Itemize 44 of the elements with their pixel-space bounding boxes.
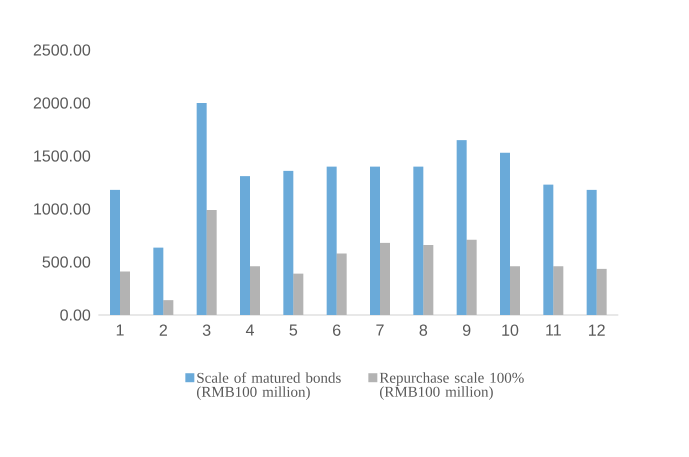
x-tick-label: 1 (116, 324, 124, 336)
bar (586, 190, 597, 315)
bar (163, 300, 174, 315)
x-tick-label: 8 (420, 324, 428, 336)
x-tick-label: 2 (160, 324, 167, 336)
bar (153, 248, 164, 315)
bar (596, 268, 607, 315)
bar (283, 170, 294, 315)
bar (510, 266, 520, 315)
x-tick-label: 6 (333, 324, 340, 336)
y-tick-label: 1500.00 (34, 150, 90, 162)
bar (500, 152, 510, 315)
y-tick-label: 1000.00 (34, 203, 90, 215)
bar (380, 242, 390, 315)
bar (423, 245, 434, 315)
bar (206, 210, 217, 315)
y-tick-label: 2000.00 (34, 97, 90, 109)
y-tick-label: 0.00 (60, 309, 90, 321)
x-tick-label: 12 (588, 324, 605, 336)
bar (553, 266, 564, 315)
x-tick-label: 9 (462, 324, 470, 336)
bar (120, 272, 130, 315)
y-tick-label: 2500.00 (34, 44, 90, 56)
x-tick-label: 5 (290, 324, 298, 336)
x-tick-label: 7 (376, 324, 384, 336)
x-tick-label: 10 (502, 324, 518, 336)
y-tick-label: 500.00 (42, 256, 90, 268)
bar (293, 274, 304, 315)
bar (240, 176, 250, 315)
bar (326, 166, 337, 315)
bar (336, 254, 347, 315)
x-tick-label: 11 (546, 324, 561, 336)
bar (370, 166, 380, 315)
x-tick-label: 3 (202, 324, 210, 336)
x-tick-label: 4 (246, 324, 254, 336)
bar (456, 140, 467, 315)
bar (110, 190, 120, 315)
bar (543, 184, 554, 315)
bar (413, 166, 424, 315)
bar (250, 266, 260, 315)
bar (196, 102, 207, 315)
legend-label: Scale of matured bonds (RMB100 million) (196, 372, 341, 400)
legend-label: Repurchase scale 100% (RMB100 million) (380, 372, 524, 400)
bar (466, 240, 477, 315)
